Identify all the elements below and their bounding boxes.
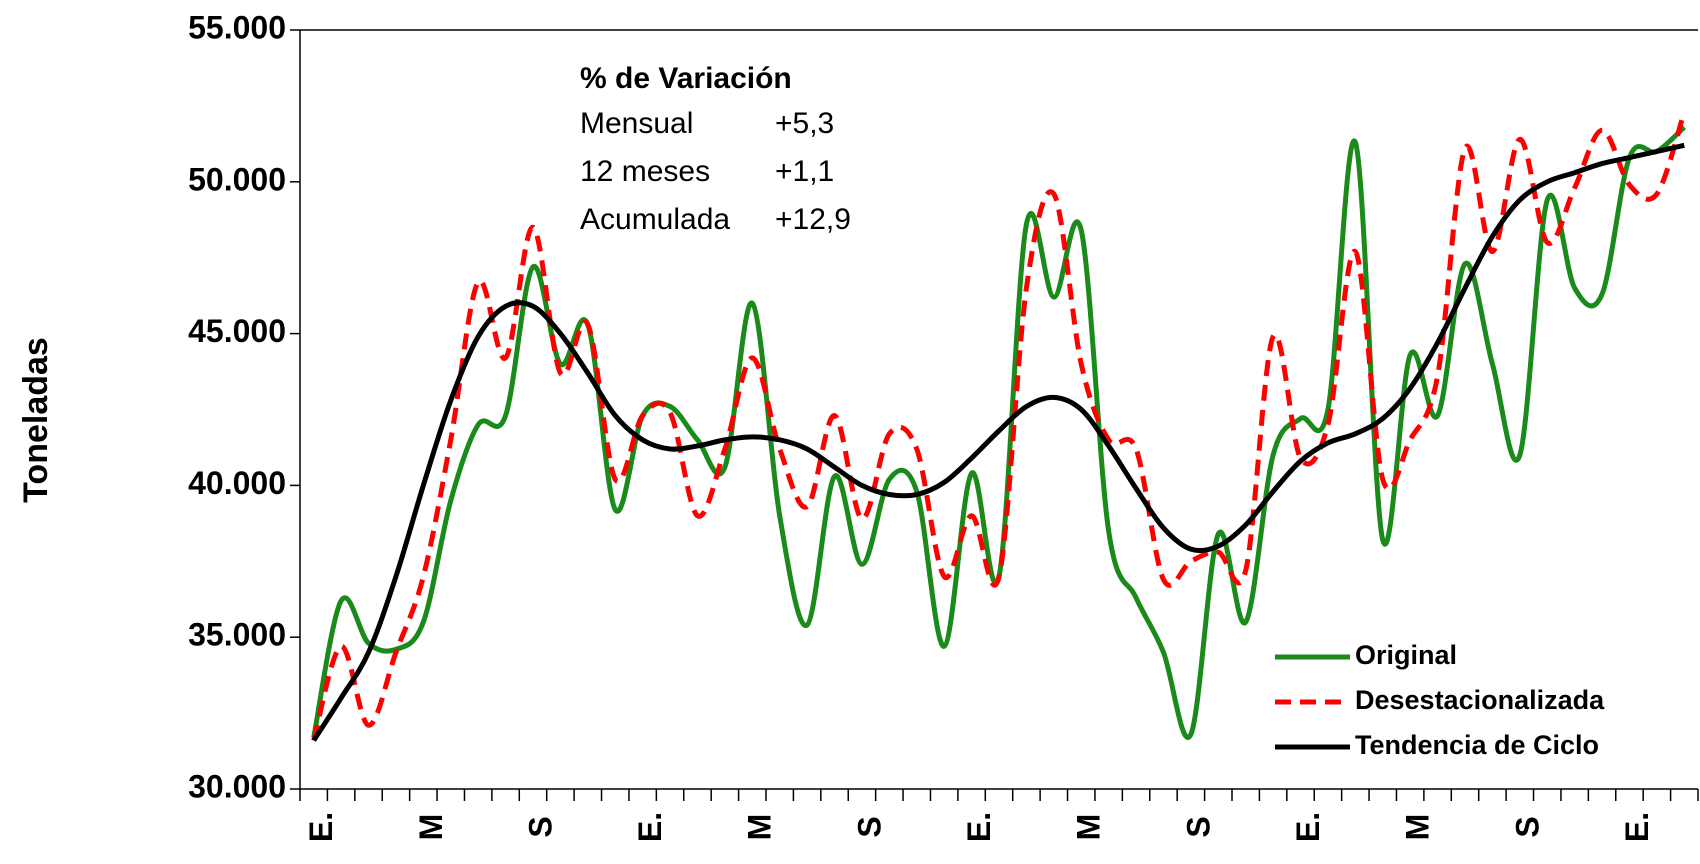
legend-label: Tendencia de Ciclo: [1355, 730, 1599, 760]
x-tick-label: E.: [1290, 812, 1326, 842]
y-tick-label: 35.000: [188, 617, 286, 653]
x-tick-label: S: [1509, 816, 1545, 837]
x-tick-label: E.: [961, 812, 997, 842]
annotation-value: +1,1: [775, 155, 834, 188]
y-axis-label: Toneladas: [17, 337, 55, 503]
series-line: [311, 142, 1685, 742]
y-tick-label: 55.000: [188, 9, 286, 45]
x-tick-label: E.: [1619, 812, 1655, 842]
annotation-label: 12 meses: [580, 155, 710, 188]
x-tick-label: M: [1400, 814, 1436, 841]
y-tick-label: 50.000: [188, 161, 286, 197]
y-tick-label: 40.000: [188, 465, 286, 501]
series-line: [311, 111, 1687, 742]
annotation-label: Acumulada: [580, 203, 730, 236]
annotation-value: +5,3: [775, 107, 834, 140]
x-tick-label: S: [1180, 816, 1216, 837]
x-tick-label: S: [851, 816, 887, 837]
x-tick-label: M: [742, 814, 778, 841]
x-tick-label: E.: [632, 812, 668, 842]
annotation-label: Mensual: [580, 107, 693, 140]
y-tick-label: 30.000: [188, 768, 286, 804]
x-tick-label: M: [1071, 814, 1107, 841]
series-line: [311, 125, 1686, 740]
y-tick-label: 45.000: [188, 313, 286, 349]
legend-label: Original: [1355, 640, 1457, 670]
annotation-title: % de Variación: [580, 62, 792, 95]
legend-label: Desestacionalizada: [1355, 685, 1605, 715]
annotation-value: +12,9: [775, 203, 851, 236]
x-tick-label: S: [522, 816, 558, 837]
x-tick-label: E.: [303, 812, 339, 842]
x-tick-label: M: [413, 814, 449, 841]
